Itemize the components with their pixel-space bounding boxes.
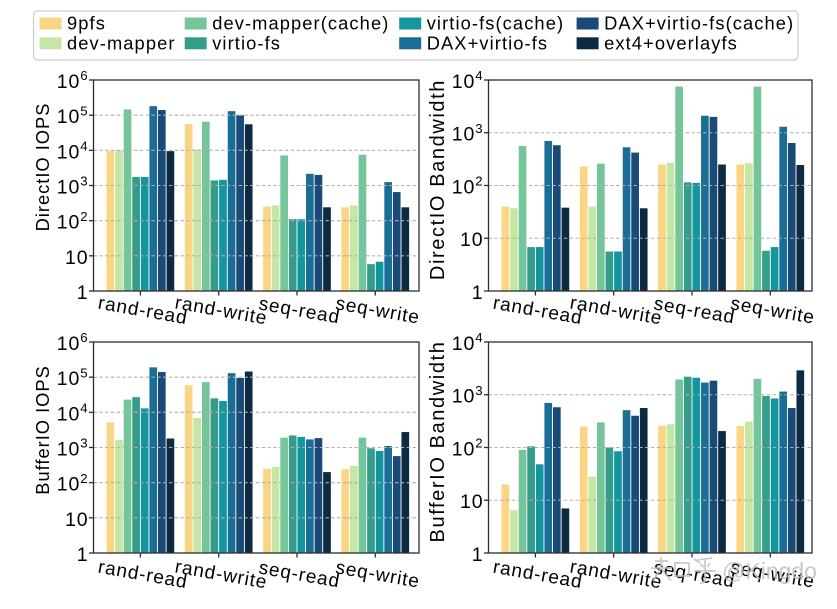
svg-text:10: 10	[460, 491, 484, 513]
svg-text:103: 103	[452, 383, 484, 408]
svg-text:dev-mapper: dev-mapper	[67, 32, 176, 53]
svg-text:virtio-fs(cache): virtio-fs(cache)	[427, 13, 564, 34]
svg-text:BufferIO IOPS: BufferIO IOPS	[32, 365, 53, 495]
svg-text:10: 10	[65, 509, 89, 531]
svg-text:10: 10	[65, 247, 89, 269]
svg-text:BufferIO Bandwidth: BufferIO Bandwidth	[427, 341, 449, 543]
svg-text:9pfs: 9pfs	[67, 13, 106, 34]
svg-text:DAX+virtio-fs: DAX+virtio-fs	[427, 32, 548, 53]
svg-text:DirectIO IOPS: DirectIO IOPS	[32, 103, 53, 232]
svg-text:10: 10	[460, 229, 484, 251]
svg-text:1: 1	[77, 282, 89, 304]
svg-text:1: 1	[472, 282, 484, 304]
svg-text:DAX+virtio-fs(cache): DAX+virtio-fs(cache)	[604, 13, 794, 34]
svg-text:@Kingdo: @Kingdo	[722, 558, 817, 584]
svg-text:dev-mapper(cache): dev-mapper(cache)	[212, 13, 389, 34]
svg-text:1: 1	[77, 544, 89, 566]
svg-text:DirectIO Bandwidth: DirectIO Bandwidth	[427, 79, 449, 280]
svg-text:ext4+overlayfs: ext4+overlayfs	[604, 32, 738, 53]
svg-text:virtio-fs: virtio-fs	[212, 32, 281, 53]
svg-text:1: 1	[472, 544, 484, 566]
svg-text:105: 105	[57, 103, 89, 128]
svg-text:106: 106	[57, 330, 89, 355]
